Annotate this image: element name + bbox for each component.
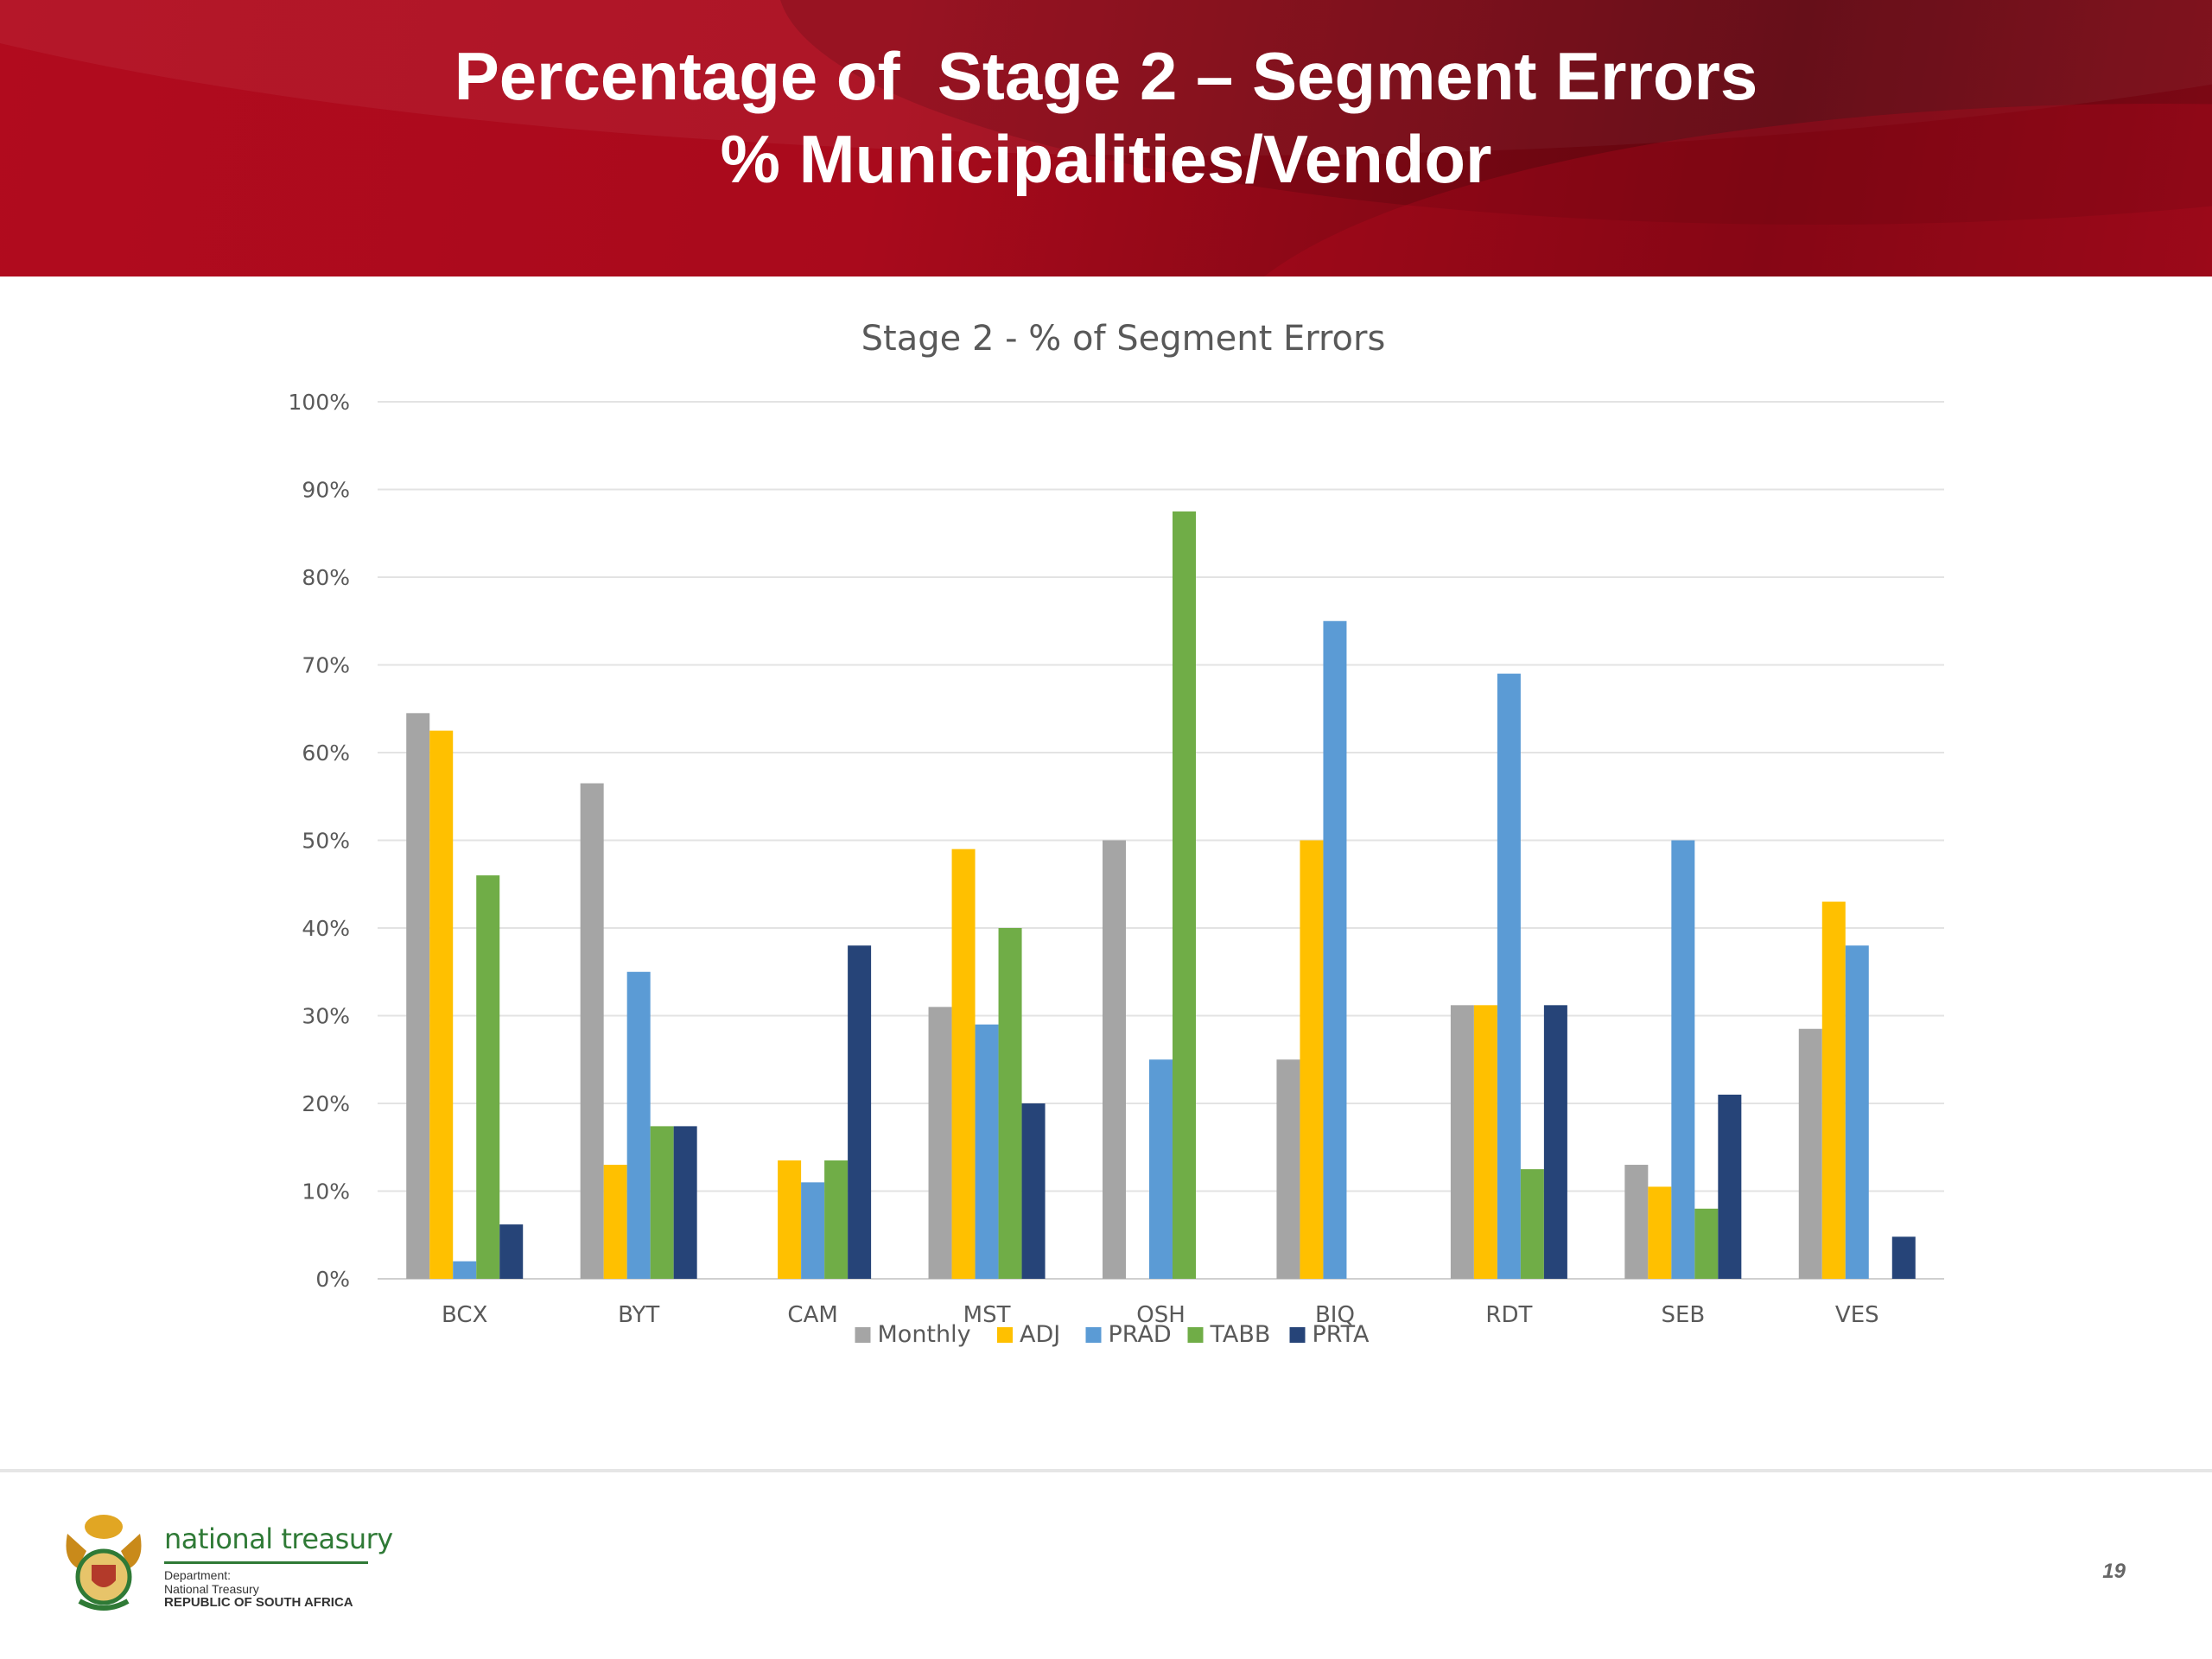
bar-monthly-ves	[1798, 1028, 1822, 1279]
y-tick-label: 40%	[302, 916, 350, 941]
org-name: national treasury	[164, 1522, 393, 1555]
y-tick-label: 100%	[289, 390, 350, 415]
slide-title: Percentage of Stage 2 – Segment Errors %…	[0, 35, 2212, 200]
x-tick-label: OSH	[1136, 1302, 1185, 1328]
x-tick-label: BYT	[618, 1302, 659, 1328]
y-tick-label: 90%	[302, 478, 350, 503]
bar-monthly-biq	[1276, 1059, 1300, 1279]
org-department: Department: National Treasury REPUBLIC O…	[164, 1568, 353, 1610]
bar-tabb-osh	[1173, 511, 1196, 1279]
bar-monthly-byt	[580, 783, 604, 1279]
dept-line-2: National Treasury	[164, 1582, 259, 1596]
bar-monthly-seb	[1624, 1165, 1649, 1279]
x-tick-label: BCX	[442, 1302, 487, 1328]
bar-prta-bcx	[499, 1224, 524, 1279]
x-tick-label: SEB	[1661, 1302, 1705, 1328]
y-tick-label: 70%	[302, 653, 350, 678]
bar-monthly-bcx	[406, 713, 430, 1279]
bar-prad-byt	[626, 971, 651, 1279]
bar-prad-bcx	[453, 1261, 477, 1279]
bar-adj-ves	[1821, 901, 1846, 1279]
bar-prad-seb	[1671, 840, 1695, 1279]
bar-prta-byt	[673, 1126, 697, 1279]
y-tick-label: 20%	[302, 1091, 350, 1116]
chart-title: Stage 2 - % of Segment Errors	[861, 319, 1386, 359]
y-tick-label: 60%	[302, 741, 350, 766]
x-tick-label: CAM	[787, 1302, 837, 1328]
legend-label: TABB	[1210, 1321, 1271, 1348]
bar-prta-cam	[848, 945, 872, 1279]
bar-prad-biq	[1323, 620, 1347, 1279]
legend-swatch	[997, 1327, 1013, 1343]
bar-adj-seb	[1648, 1186, 1672, 1279]
coat-of-arms-logo	[66, 1515, 142, 1611]
bar-monthly-rdt	[1450, 1005, 1474, 1279]
bar-adj-bcx	[429, 730, 454, 1279]
bar-tabb-rdt	[1520, 1169, 1544, 1279]
legend-label: Monthly	[878, 1321, 971, 1348]
bar-prad-osh	[1149, 1059, 1173, 1279]
legend-label: ADJ	[1020, 1321, 1060, 1348]
legend-label: PRAD	[1109, 1321, 1172, 1348]
dept-line-1: Department:	[164, 1568, 232, 1582]
x-axis-ticks: BCX BYT CAM MST OSH BIQ RDT SEB VES	[442, 1302, 1879, 1328]
legend-swatch	[1085, 1327, 1102, 1343]
bar-adj-mst	[951, 849, 976, 1279]
legend-item-prad: PRAD	[1085, 1321, 1172, 1348]
bar-prta-ves	[1891, 1236, 1916, 1279]
x-tick-label: BIQ	[1315, 1302, 1355, 1328]
bar-monthly-osh	[1103, 840, 1126, 1279]
bar-tabb-bcx	[476, 875, 500, 1279]
bar-tabb-cam	[824, 1160, 849, 1279]
bar-chart: Stage 2 - % of Segment Errors 0% 10% 20% 30…	[289, 319, 1944, 1348]
legend-swatch	[1187, 1327, 1204, 1343]
bar-adj-cam	[778, 1160, 802, 1279]
dept-line-3: REPUBLIC OF SOUTH AFRICA	[164, 1595, 353, 1610]
bar-adj-rdt	[1473, 1005, 1497, 1279]
slide-title-line-2: % Municipalities/Vendor	[720, 121, 1492, 197]
y-tick-label: 80%	[302, 565, 350, 590]
bar-prta-seb	[1718, 1094, 1742, 1279]
legend-item-adj: ADJ	[997, 1321, 1060, 1348]
y-tick-label: 30%	[302, 1004, 350, 1029]
legend-label: PRTA	[1313, 1321, 1370, 1348]
bar-prad-rdt	[1497, 673, 1521, 1279]
slide-title-line-1: Percentage of Stage 2 – Segment Errors	[454, 38, 1758, 114]
chart-legend: Monthly ADJ PRAD TABB PRTA	[855, 1321, 1370, 1348]
legend-item-monthly: Monthly	[855, 1321, 971, 1348]
legend-swatch	[1289, 1327, 1306, 1343]
bar-tabb-seb	[1694, 1208, 1719, 1279]
bar-prad-mst	[975, 1024, 999, 1279]
x-tick-label: VES	[1835, 1302, 1879, 1328]
bar-tabb-mst	[998, 928, 1022, 1279]
chart-bars	[406, 511, 1916, 1279]
bar-prad-ves	[1845, 945, 1869, 1279]
y-tick-label: 10%	[302, 1179, 350, 1205]
legend-swatch	[855, 1327, 871, 1343]
legend-item-tabb: TABB	[1187, 1321, 1271, 1348]
bar-prad-cam	[801, 1182, 825, 1279]
footer-divider	[0, 1469, 2212, 1472]
bar-monthly-mst	[928, 1007, 952, 1279]
x-tick-label: MST	[963, 1302, 1011, 1328]
legend-item-prta: PRTA	[1289, 1321, 1370, 1348]
bar-adj-byt	[603, 1165, 627, 1279]
y-tick-label: 50%	[302, 829, 350, 854]
y-tick-label: 0%	[315, 1267, 350, 1292]
org-name-underline	[164, 1561, 368, 1564]
slide-header: Percentage of Stage 2 – Segment Errors %…	[0, 0, 2212, 276]
bar-adj-biq	[1300, 840, 1324, 1279]
bar-tabb-byt	[650, 1126, 674, 1279]
page-number: 19	[2102, 1560, 2126, 1583]
y-axis-ticks: 0% 10% 20% 30% 40% 50% 60% 70% 80% 90% 100%	[289, 390, 350, 1292]
bar-prta-rdt	[1543, 1005, 1567, 1279]
bar-prta-mst	[1021, 1103, 1046, 1279]
x-tick-label: RDT	[1485, 1302, 1532, 1328]
